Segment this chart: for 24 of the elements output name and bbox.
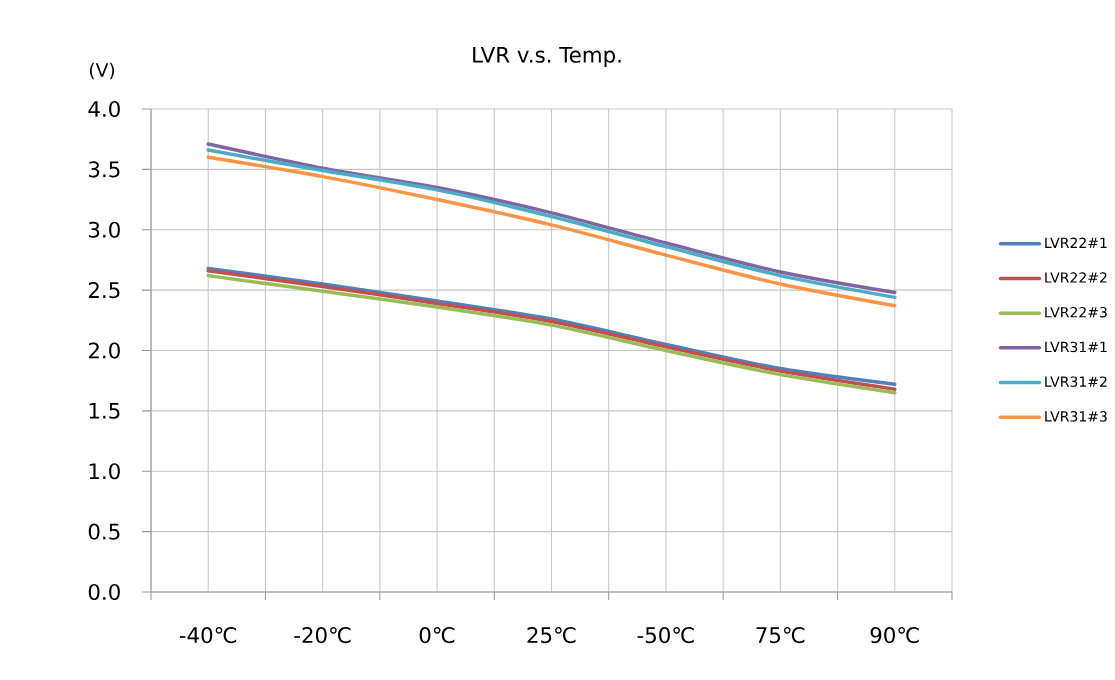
x-tick-label: 0℃ <box>419 627 455 644</box>
legend-label: LVR22#1 <box>1045 237 1107 248</box>
chart-title: LVR v.s. Temp. <box>473 46 621 67</box>
y-tick-label: 3.5 <box>89 161 120 178</box>
y-tick-label: 1.5 <box>89 402 120 419</box>
y-tick-label: 3.0 <box>89 221 120 238</box>
x-tick-label: -50℃ <box>637 627 694 644</box>
legend-label: LVR31#1 <box>1045 341 1107 353</box>
y-tick-label: 0.5 <box>88 523 120 540</box>
y-tick-label: 2.5 <box>88 282 120 299</box>
y-tick-label: 4.0 <box>88 100 120 118</box>
x-tick-label: 25℃ <box>527 627 576 644</box>
x-tick-label: -20℃ <box>294 627 351 644</box>
x-tick-label: 90℃ <box>870 627 919 644</box>
legend-label: LVR31#2 <box>1045 376 1107 387</box>
y-tick-label: 2.0 <box>88 342 120 359</box>
y-tick-label: 0.0 <box>88 583 120 601</box>
y-tick-label: 1.0 <box>89 463 120 480</box>
legend-label: LVR22#2 <box>1045 272 1107 283</box>
x-tick-label: 75℃ <box>756 627 805 644</box>
legend-label: LVR31#3 <box>1045 411 1107 422</box>
legend-label: LVR22#3 <box>1045 306 1107 318</box>
y-axis-title: (V) <box>89 62 115 80</box>
x-tick-label: -40℃ <box>179 627 237 644</box>
